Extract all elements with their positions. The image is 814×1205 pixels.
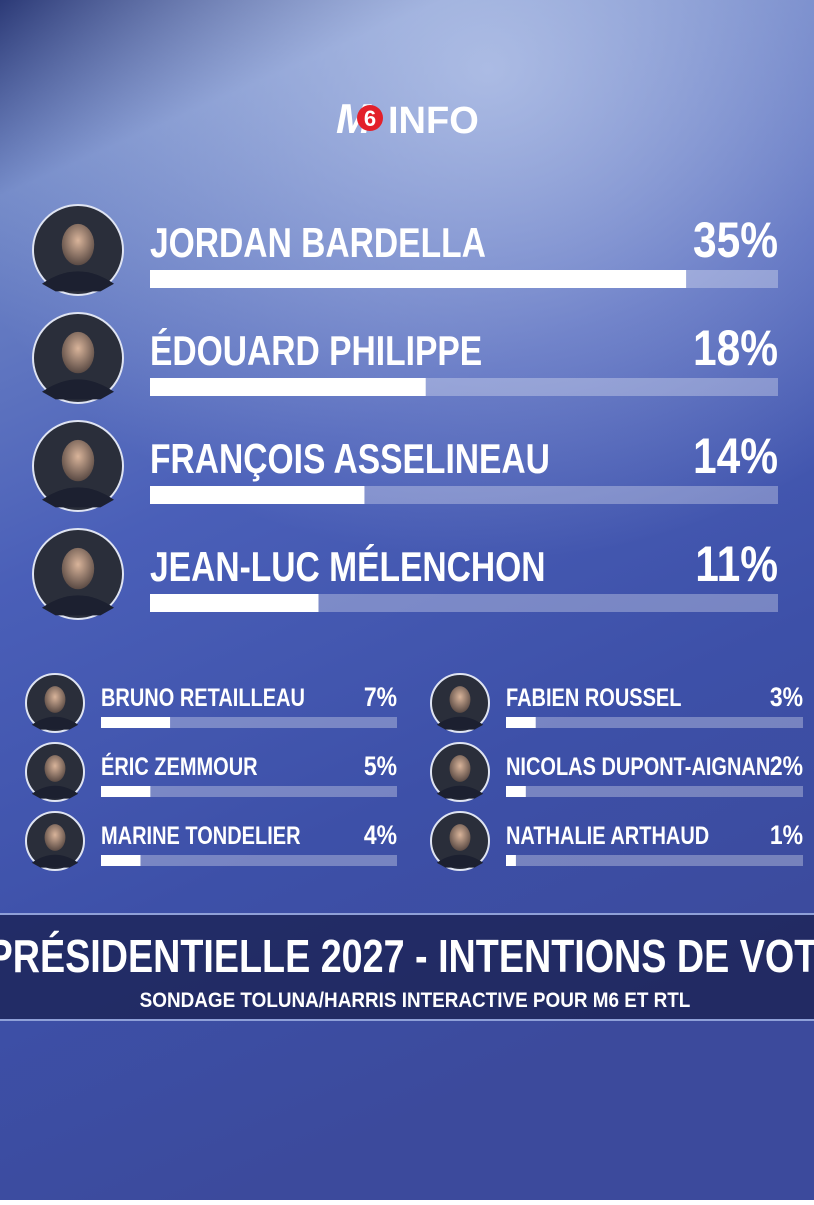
photo-body — [42, 379, 114, 400]
photo-face — [449, 824, 471, 851]
photo-face — [61, 223, 95, 266]
bar — [150, 486, 365, 504]
candidate-name: FABIEN ROUSSEL — [506, 684, 682, 712]
photo-body — [42, 271, 114, 292]
photo-body — [42, 595, 114, 616]
photo-face — [61, 547, 95, 590]
photo-face — [61, 331, 95, 374]
photo-body — [42, 487, 114, 508]
bar — [101, 855, 141, 866]
bar-track — [101, 855, 397, 866]
bar — [150, 594, 319, 612]
value-label: 11% — [695, 536, 778, 592]
footer-band — [0, 914, 814, 1020]
footer-subtitle: SONDAGE TOLUNA/HARRIS INTERACTIVE POUR M… — [140, 989, 691, 1012]
value-label: 18% — [693, 320, 778, 376]
candidate-name: NICOLAS DUPONT-AIGNAN — [506, 753, 770, 781]
cloud — [0, 0, 814, 700]
photo-face — [449, 755, 471, 782]
candidate-name: NATHALIE ARTHAUD — [506, 822, 709, 850]
photo-face — [44, 686, 66, 713]
photo-face — [44, 824, 66, 851]
bar — [506, 717, 536, 728]
candidate-name: ÉRIC ZEMMOUR — [101, 753, 258, 781]
candidate-name: MARINE TONDELIER — [101, 822, 301, 850]
logo-six: 6 — [364, 106, 376, 131]
bar — [506, 786, 526, 797]
photo-face — [61, 439, 95, 482]
logo: M 6 INFO — [336, 95, 479, 142]
bar-track — [506, 717, 803, 728]
value-label: 35% — [693, 212, 778, 268]
photo-body — [31, 785, 79, 799]
bar-track — [506, 786, 803, 797]
photo-face — [44, 755, 66, 782]
photo-body — [436, 716, 484, 730]
bar — [150, 378, 426, 396]
candidate-name: ÉDOUARD PHILIPPE — [150, 326, 482, 375]
bar-track — [101, 786, 397, 797]
value-label: 4% — [364, 820, 397, 850]
photo-body — [436, 854, 484, 868]
value-label: 5% — [364, 751, 397, 781]
footer-title: PRÉSIDENTIELLE 2027 - INTENTIONS DE VOTE — [0, 930, 814, 981]
logo-info: INFO — [388, 100, 479, 142]
photo-body — [31, 716, 79, 730]
candidate-name: JEAN-LUC MÉLENCHON — [150, 542, 546, 591]
candidate-name: BRUNO RETAILLEAU — [101, 684, 305, 712]
logo-circle — [357, 105, 383, 131]
bar — [150, 270, 687, 288]
bar — [506, 855, 516, 866]
bar — [101, 786, 151, 797]
bar — [101, 717, 171, 728]
value-label: 1% — [770, 820, 803, 850]
candidate-name: FRANÇOIS ASSELINEAU — [150, 437, 550, 483]
candidate-name: JORDAN BARDELLA — [150, 221, 486, 267]
bar-track — [506, 855, 803, 866]
value-label: 3% — [770, 682, 803, 712]
value-label: 7% — [364, 682, 397, 712]
value-label: 14% — [693, 428, 778, 484]
photo-body — [436, 785, 484, 799]
photo-body — [31, 854, 79, 868]
value-label: 2% — [770, 751, 803, 781]
photo-face — [449, 686, 471, 713]
bar-track — [101, 717, 397, 728]
